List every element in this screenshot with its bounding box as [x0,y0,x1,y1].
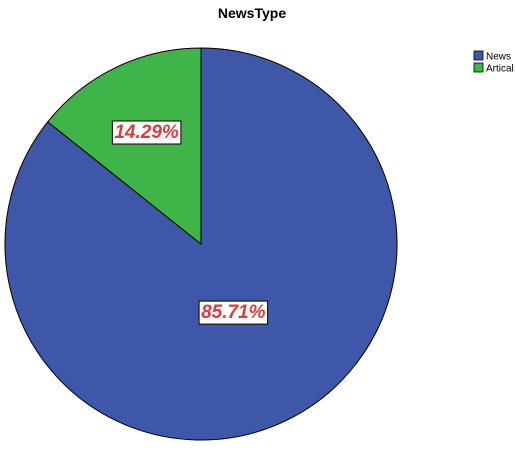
chart-title: NewsType [218,5,286,21]
legend-swatch [473,50,484,61]
pie-slices [4,47,398,441]
legend-item-artical: Artical [473,62,514,75]
pie-slice-artical [47,47,202,246]
data-label-text: 85.71% [201,302,266,323]
data-label-box [198,300,269,325]
legend-label: Artical [486,64,514,75]
data-label-artical: 14.29% [111,120,182,145]
data-label-news: 85.71% [198,300,269,325]
data-label-text: 14.29% [114,122,179,143]
legend-item-news: News [473,50,511,63]
legend-swatch [473,62,484,73]
legend-label: News [486,52,511,63]
data-label-box [111,120,182,145]
pie-data-labels: 85.71% 14.29% [111,120,269,325]
